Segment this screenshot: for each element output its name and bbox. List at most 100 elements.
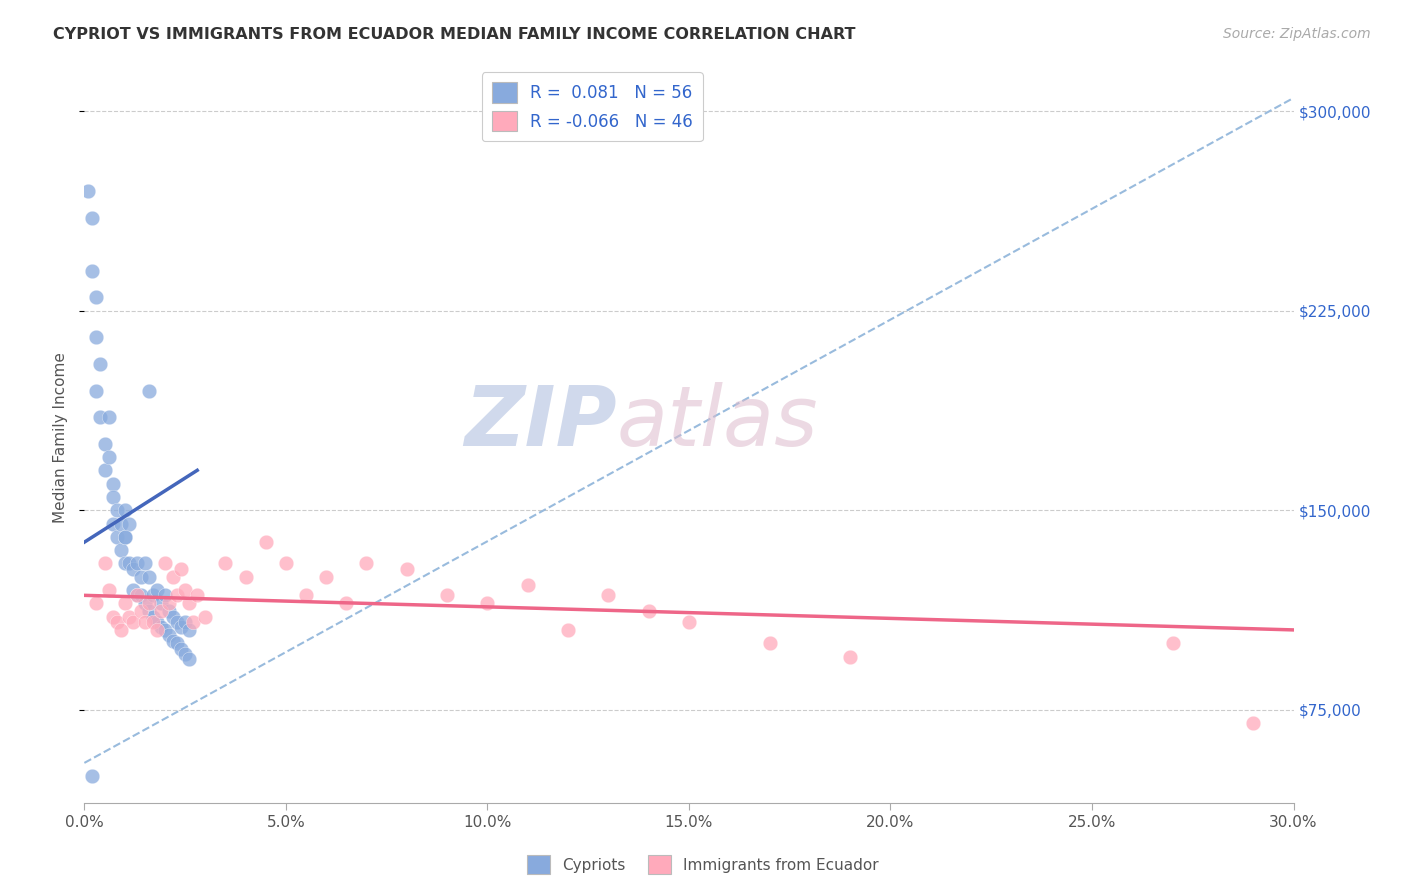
Point	[125, 557, 148, 571]
Point	[315, 570, 337, 584]
Point	[101, 609, 124, 624]
Point	[134, 557, 156, 571]
Text: Source: ZipAtlas.com: Source: ZipAtlas.com	[1223, 27, 1371, 41]
Point	[101, 490, 124, 504]
Point	[101, 476, 124, 491]
Point	[134, 615, 156, 629]
Point	[477, 596, 499, 610]
Point	[125, 588, 148, 602]
Point	[138, 570, 160, 584]
Point	[134, 596, 156, 610]
Point	[121, 582, 143, 597]
Point	[142, 588, 165, 602]
Point	[138, 384, 160, 398]
Point	[149, 620, 172, 634]
Text: ZIP: ZIP	[464, 382, 616, 463]
Point	[436, 588, 458, 602]
Point	[93, 436, 115, 450]
Point	[1161, 636, 1184, 650]
Point	[157, 628, 180, 642]
Point	[82, 264, 104, 278]
Point	[129, 604, 152, 618]
Point	[86, 596, 108, 610]
Point	[89, 357, 111, 371]
Point	[129, 570, 152, 584]
Point	[101, 516, 124, 531]
Point	[110, 543, 132, 558]
Point	[114, 530, 136, 544]
Point	[82, 211, 104, 225]
Point	[214, 557, 236, 571]
Point	[157, 596, 180, 610]
Point	[105, 530, 128, 544]
Point	[146, 582, 169, 597]
Point	[153, 557, 176, 571]
Point	[254, 535, 277, 549]
Point	[93, 463, 115, 477]
Text: atlas: atlas	[616, 382, 818, 463]
Point	[274, 557, 297, 571]
Point	[138, 596, 160, 610]
Point	[114, 530, 136, 544]
Point	[170, 562, 193, 576]
Point	[118, 516, 141, 531]
Point	[758, 636, 780, 650]
Point	[162, 570, 184, 584]
Point	[194, 609, 217, 624]
Point	[170, 620, 193, 634]
Point	[170, 641, 193, 656]
Legend: Cypriots, Immigrants from Ecuador: Cypriots, Immigrants from Ecuador	[520, 849, 886, 880]
Point	[129, 588, 152, 602]
Point	[179, 652, 201, 666]
Point	[162, 633, 184, 648]
Point	[125, 588, 148, 602]
Point	[179, 623, 201, 637]
Point	[110, 623, 132, 637]
Point	[142, 615, 165, 629]
Point	[335, 596, 357, 610]
Point	[356, 557, 378, 571]
Point	[97, 582, 120, 597]
Point	[174, 647, 197, 661]
Point	[153, 588, 176, 602]
Point	[86, 384, 108, 398]
Point	[138, 604, 160, 618]
Point	[395, 562, 418, 576]
Point	[149, 596, 172, 610]
Point	[105, 503, 128, 517]
Point	[516, 577, 538, 591]
Point	[118, 609, 141, 624]
Point	[77, 184, 100, 198]
Legend: R =  0.081   N = 56, R = -0.066   N = 46: R = 0.081 N = 56, R = -0.066 N = 46	[482, 72, 703, 141]
Point	[86, 330, 108, 344]
Point	[235, 570, 257, 584]
Point	[97, 450, 120, 464]
Point	[118, 557, 141, 571]
Point	[186, 588, 208, 602]
Point	[162, 609, 184, 624]
Point	[146, 615, 169, 629]
Point	[557, 623, 579, 637]
Point	[166, 588, 188, 602]
Point	[121, 615, 143, 629]
Point	[174, 615, 197, 629]
Point	[97, 410, 120, 425]
Point	[678, 615, 700, 629]
Point	[82, 769, 104, 783]
Point	[179, 596, 201, 610]
Point	[121, 562, 143, 576]
Point	[637, 604, 659, 618]
Point	[105, 615, 128, 629]
Point	[114, 596, 136, 610]
Point	[174, 582, 197, 597]
Point	[149, 604, 172, 618]
Point	[181, 615, 204, 629]
Point	[295, 588, 318, 602]
Y-axis label: Median Family Income: Median Family Income	[53, 351, 69, 523]
Point	[157, 604, 180, 618]
Point	[89, 410, 111, 425]
Point	[598, 588, 620, 602]
Point	[114, 557, 136, 571]
Point	[839, 649, 862, 664]
Point	[1241, 716, 1264, 731]
